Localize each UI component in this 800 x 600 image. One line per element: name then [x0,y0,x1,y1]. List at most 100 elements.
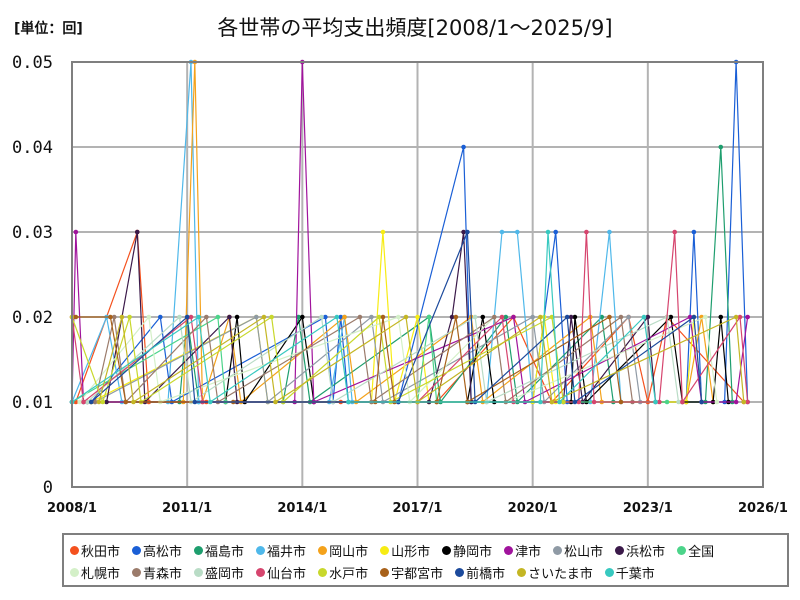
legend-item: 福井市 [256,541,306,560]
legend-marker-icon [256,545,266,555]
legend-label: 仙台市 [267,566,307,582]
data-point [718,144,724,150]
data-point [618,399,624,405]
x-tick-label: 2008/1 [47,501,97,516]
legend-label: 岡山市 [329,544,369,560]
data-point [338,314,344,320]
legend-item: 岡山市 [318,541,368,560]
legend: 秋田市 高松市 福島市 福井市 岡山市 山形市 静岡市 津市 松山市 浜松市 全国 札幌市 青森市 盛岡… [62,533,789,587]
legend-item: 仙台市 [256,563,306,582]
data-point [461,144,466,150]
data-point [641,314,647,320]
x-tick-label: 2014/1 [277,501,327,516]
x-tick-label: 2020/1 [508,501,558,516]
data-point [618,314,624,320]
series-lines [69,59,750,405]
data-point [576,399,582,405]
legend-label: 山形市 [391,544,431,560]
data-point [549,314,555,320]
data-point [465,229,470,235]
data-point [572,314,578,320]
data-point [111,314,117,320]
legend-marker-icon [256,567,266,577]
legend-row: 秋田市 高松市 福島市 福井市 岡山市 山形市 静岡市 津市 松山市 浜松市 全国 [70,539,781,561]
legend-label: 前橋市 [466,566,506,582]
data-point [538,314,543,320]
y-tick-label: 0.04 [12,138,53,158]
data-point [645,314,651,320]
data-point [123,399,129,405]
unit-label: [単位：回] [14,21,83,37]
data-point [538,399,543,405]
legend-label: 高松市 [143,544,183,560]
data-point [714,399,720,405]
data-point [545,229,551,235]
data-point [591,399,597,405]
data-point [449,314,455,320]
data-point [184,314,190,320]
data-point [653,399,658,405]
legend-marker-icon [318,567,328,577]
legend-label: 津市 [515,544,542,560]
data-point [453,314,459,320]
data-point [557,399,562,405]
data-point [626,314,631,320]
data-point [77,399,82,405]
legend-label: 千葉市 [615,566,655,582]
data-point [119,314,125,320]
data-point [92,399,98,405]
data-point [369,314,374,320]
y-tick-label: 0 [43,478,53,498]
data-point [657,399,662,405]
x-axis-ticks: 2008/1 2011/1 2014/1 2017/1 2020/1 2023/1 2026… [47,501,788,516]
data-point [549,399,555,405]
data-point [215,314,221,320]
data-point [346,399,351,405]
data-point [100,399,106,405]
grid-lines [72,62,763,487]
data-point [73,229,79,235]
data-point [81,399,86,405]
data-point [204,314,209,320]
legend-item: 松山市 [553,541,603,560]
legend-item: 静岡市 [442,541,492,560]
legend-marker-icon [194,545,204,555]
data-point [672,229,678,235]
data-point [380,229,386,235]
legend-marker-icon [604,567,614,577]
data-point [396,314,401,320]
data-point [300,314,305,320]
x-tick-label: 2026/1 [738,501,788,516]
data-point [323,314,328,320]
x-tick-label: 2023/1 [623,501,673,516]
series-さいたま市 [96,314,747,405]
legend-marker-icon [455,567,465,577]
legend-item: 前橋市 [455,563,505,582]
series-青森市 [92,314,635,405]
data-point [480,314,486,320]
data-point [357,314,363,320]
legend-item: 宇都宮市 [380,563,443,582]
legend-marker-icon [318,545,328,555]
legend-item: 札幌市 [70,563,120,582]
legend-item: 盛岡市 [194,563,244,582]
data-point [680,399,685,405]
legend-label: 静岡市 [453,544,493,560]
plot-frame [71,61,764,488]
data-point [530,314,535,320]
data-point [568,314,574,320]
legend-marker-icon [553,545,563,555]
data-point [741,399,747,405]
data-point [376,314,382,320]
data-point [687,314,693,320]
data-point [515,229,520,235]
data-point [564,314,570,320]
data-point [607,229,612,235]
data-point [188,314,194,320]
data-point [96,399,102,405]
legend-marker-icon [442,545,452,555]
legend-item: 全国 [677,541,714,560]
data-point [131,399,136,405]
legend-label: 全国 [688,544,715,560]
legend-marker-icon [380,545,390,555]
